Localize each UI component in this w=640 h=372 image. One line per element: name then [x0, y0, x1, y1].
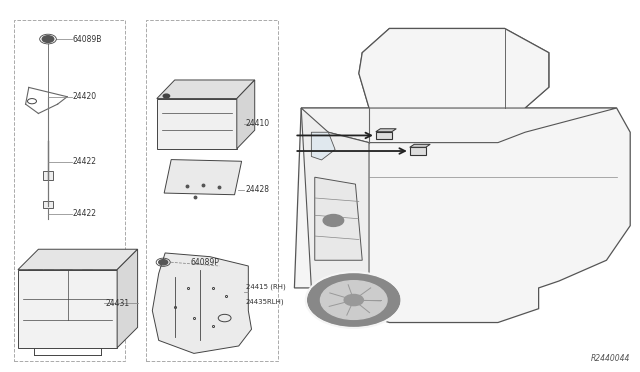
Polygon shape [152, 253, 252, 353]
Bar [44, 266, 53, 269]
Circle shape [159, 260, 168, 265]
Polygon shape [301, 108, 617, 142]
Bar [60, 262, 71, 269]
Text: 24428: 24428 [246, 185, 270, 194]
Text: 24420: 24420 [73, 92, 97, 101]
Circle shape [308, 273, 400, 327]
Text: 24422: 24422 [73, 209, 97, 218]
Circle shape [42, 36, 54, 42]
Bar [28, 261, 42, 269]
Text: 64089P: 64089P [191, 258, 220, 267]
Circle shape [163, 94, 170, 98]
Text: 24431: 24431 [106, 299, 130, 308]
Bar [157, 99, 237, 149]
Text: 24422: 24422 [73, 157, 97, 166]
Bar [410, 147, 426, 155]
Polygon shape [315, 177, 362, 260]
Polygon shape [301, 108, 369, 288]
Bar [63, 266, 72, 269]
Circle shape [323, 215, 344, 227]
Text: R2440044: R2440044 [591, 354, 630, 363]
Text: 24415 (RH): 24415 (RH) [246, 283, 285, 290]
Ellipse shape [200, 91, 214, 97]
Polygon shape [117, 249, 138, 348]
Polygon shape [312, 132, 335, 160]
Bar [43, 171, 53, 180]
Bar [18, 270, 117, 348]
Bar [181, 316, 220, 340]
Polygon shape [294, 29, 630, 323]
Polygon shape [362, 29, 549, 87]
Circle shape [344, 295, 364, 306]
Bar [43, 201, 53, 208]
Bar [14, 20, 125, 361]
Polygon shape [312, 288, 369, 323]
Polygon shape [359, 53, 549, 108]
Polygon shape [18, 249, 138, 270]
Polygon shape [410, 144, 430, 147]
Text: 24410: 24410 [246, 119, 270, 128]
Ellipse shape [168, 91, 186, 97]
Polygon shape [164, 160, 242, 195]
Polygon shape [237, 80, 255, 149]
Bar [146, 20, 278, 361]
Circle shape [321, 281, 387, 320]
Polygon shape [157, 80, 255, 99]
Bar [376, 132, 392, 139]
Bar [82, 266, 92, 269]
Text: 64089B: 64089B [73, 35, 102, 44]
Polygon shape [376, 129, 396, 132]
Text: 24435RLH): 24435RLH) [246, 298, 284, 305]
